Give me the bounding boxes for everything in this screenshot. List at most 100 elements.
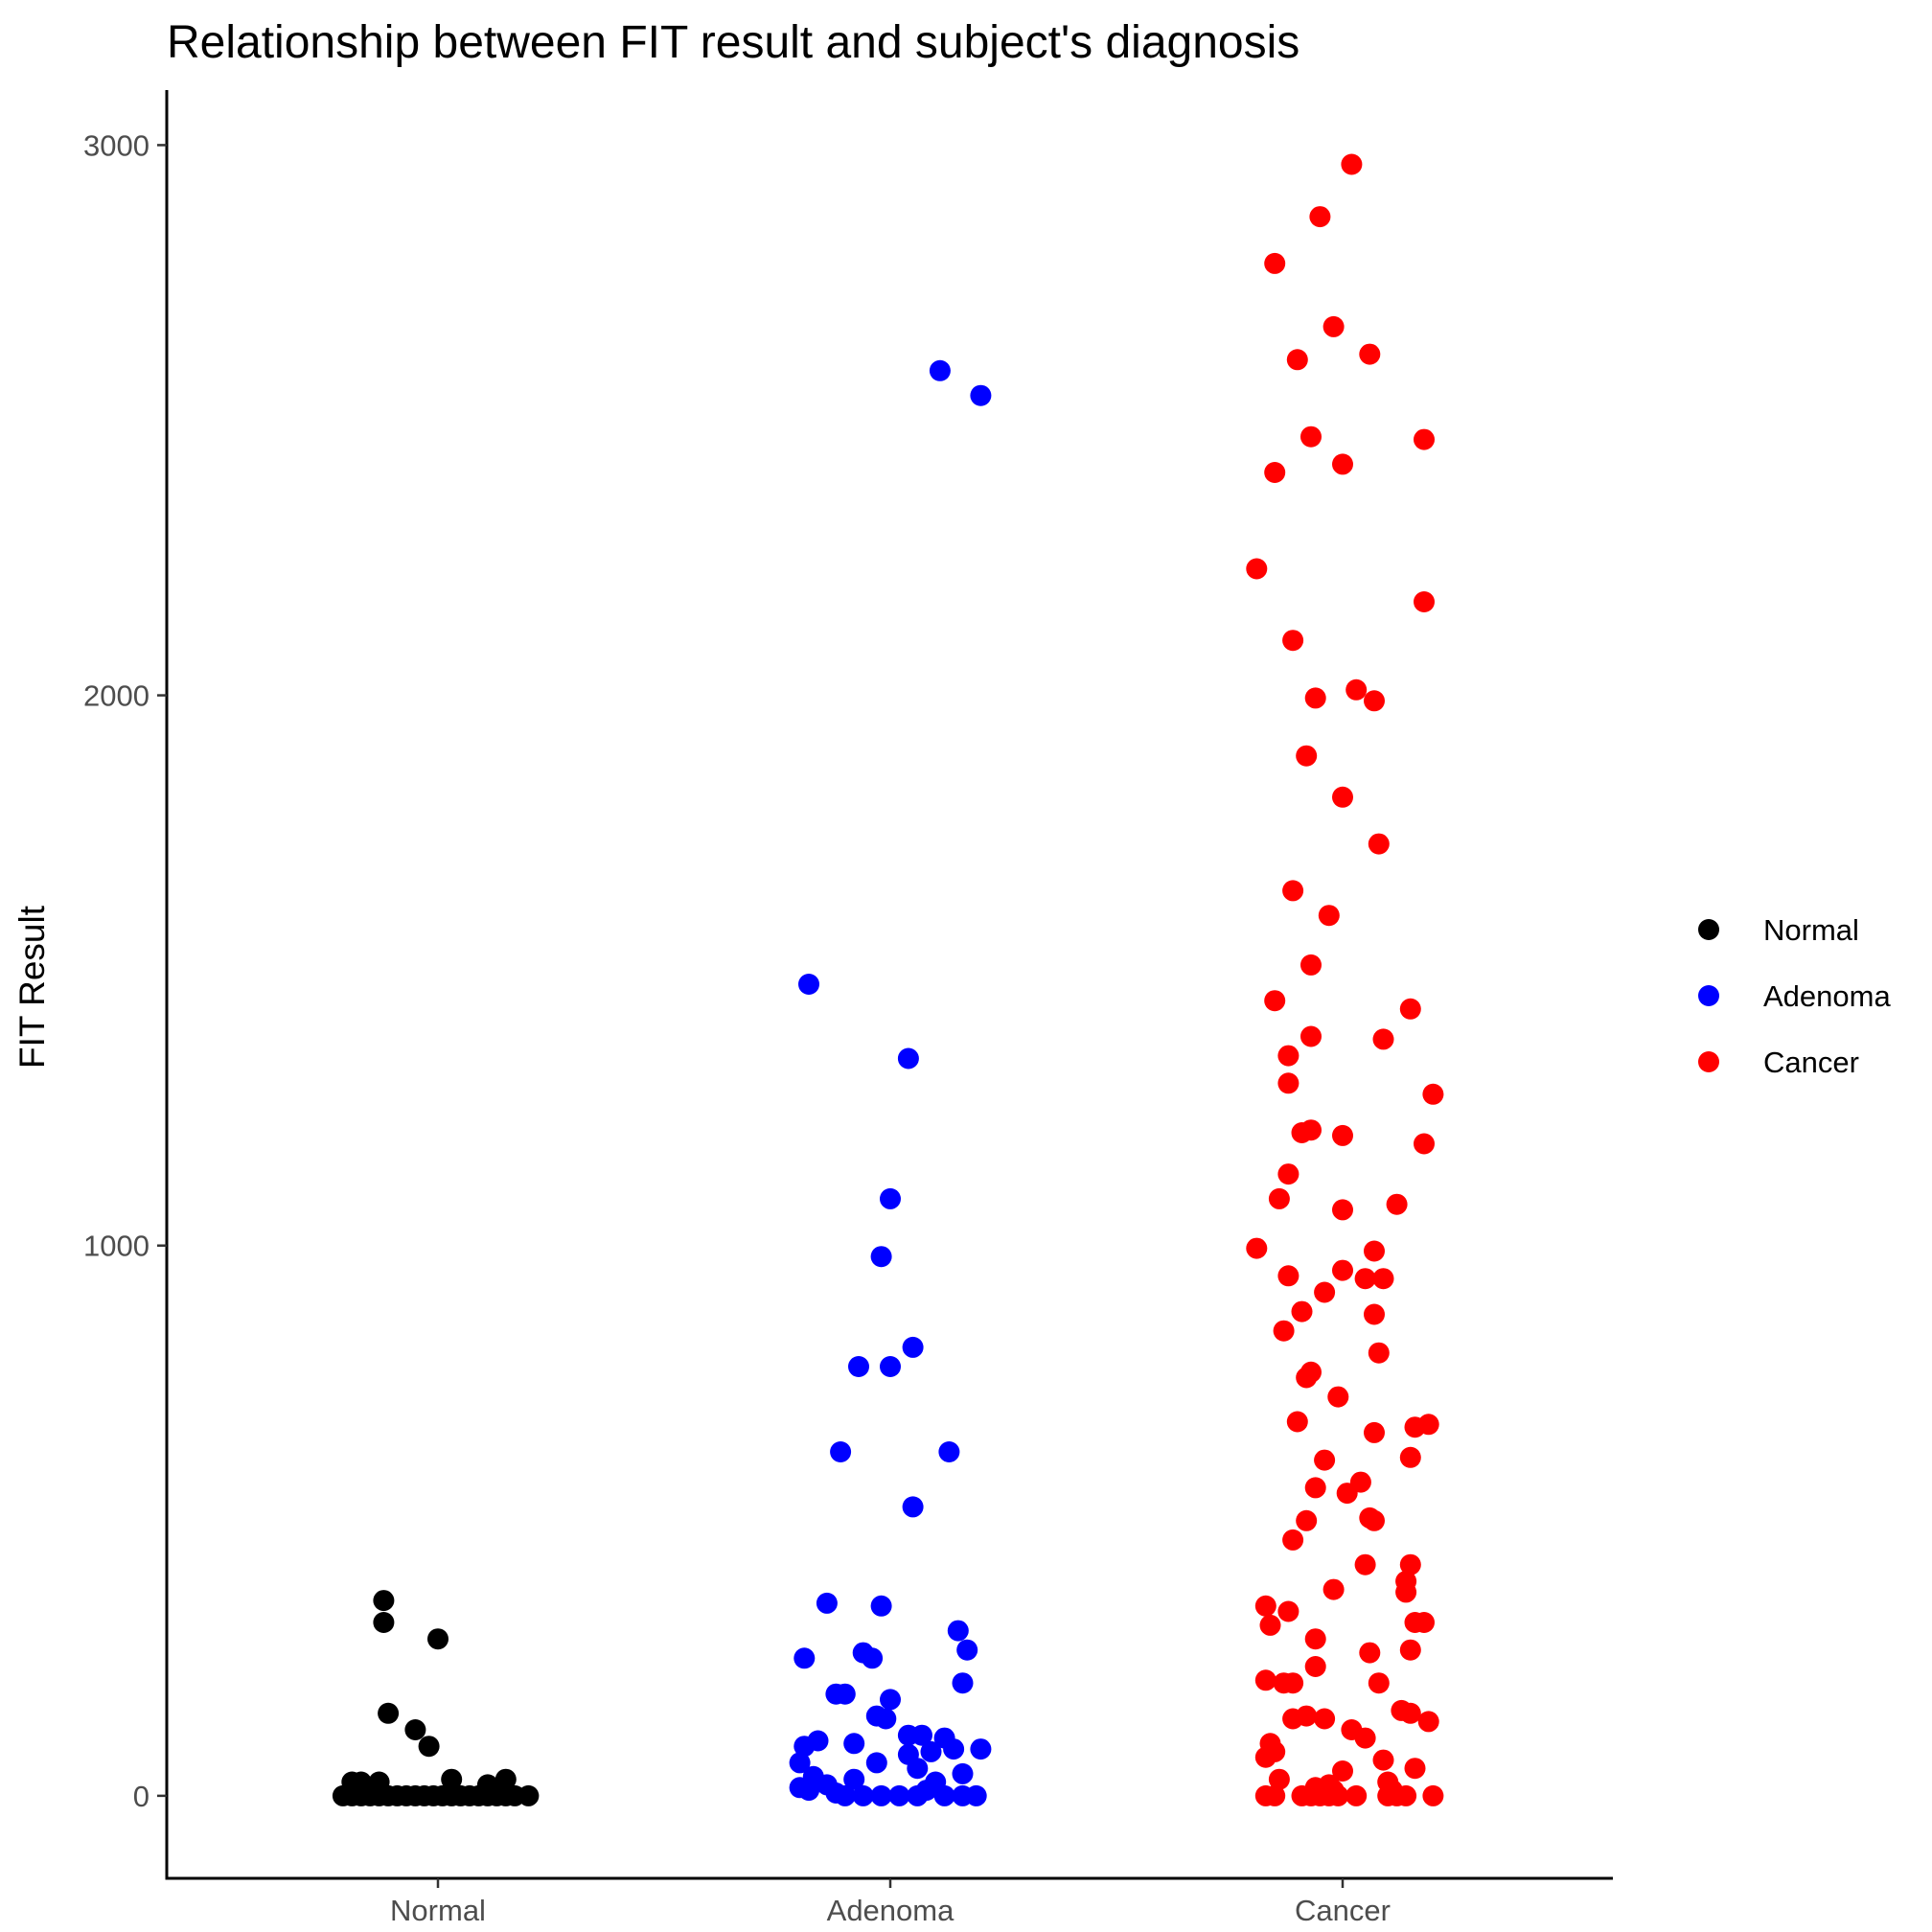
point-cancer <box>1395 1581 1417 1603</box>
point-cancer <box>1386 1193 1408 1215</box>
point-cancer <box>1368 1342 1390 1364</box>
point-adenoma <box>907 1758 929 1780</box>
point-cancer <box>1359 343 1381 365</box>
point-cancer <box>1264 990 1286 1012</box>
point-cancer <box>1399 998 1421 1020</box>
y-tick-label: 0 <box>133 1780 150 1813</box>
plot-title-group: Relationship between FIT result and subj… <box>167 17 1300 68</box>
legend-item-cancer: Cancer <box>1698 1046 1859 1079</box>
point-adenoma <box>834 1683 856 1705</box>
point-cancer <box>1291 1300 1313 1322</box>
point-cancer <box>1368 833 1390 855</box>
point-adenoma <box>852 1784 874 1806</box>
point-normal <box>373 1612 395 1633</box>
point-adenoma <box>816 1774 838 1796</box>
point-cancer <box>1399 1553 1421 1576</box>
y-axis-title: FIT Result <box>12 905 52 1069</box>
point-cancer <box>1399 1702 1421 1724</box>
point-cancer <box>1314 1708 1336 1730</box>
point-adenoma <box>865 1752 887 1774</box>
point-cancer <box>1354 1268 1376 1290</box>
point-cancer <box>1304 1477 1326 1499</box>
point-cancer <box>1332 453 1353 475</box>
point-cancer <box>1246 558 1268 580</box>
point-cancer <box>1314 1449 1336 1471</box>
point-cancer <box>1286 349 1308 371</box>
point-cancer <box>1300 1025 1322 1047</box>
point-cancer <box>1300 426 1322 448</box>
point-cancer <box>1277 1045 1300 1067</box>
point-cancer <box>1322 1578 1345 1600</box>
point-adenoma <box>816 1592 838 1614</box>
point-cancer <box>1372 1028 1394 1050</box>
point-cancer <box>1372 1749 1394 1771</box>
point-normal <box>418 1736 440 1758</box>
point-cancer <box>1264 1784 1286 1806</box>
point-cancer <box>1364 1421 1385 1443</box>
point-normal <box>427 1628 448 1650</box>
point-cancer <box>1399 1639 1421 1661</box>
point-normal <box>378 1702 400 1724</box>
point-cancer <box>1359 1642 1381 1664</box>
point-cancer <box>1417 1711 1439 1733</box>
point-adenoma <box>789 1752 811 1774</box>
x-tick-label: Cancer <box>1295 1894 1391 1927</box>
point-cancer <box>1309 206 1331 228</box>
point-adenoma <box>952 1672 974 1694</box>
point-cancer <box>1422 1784 1444 1806</box>
point-adenoma <box>798 974 819 995</box>
point-cancer <box>1354 1553 1376 1576</box>
point-adenoma <box>794 1647 816 1669</box>
point-cancer <box>1364 1303 1385 1325</box>
point-cancer <box>1314 1281 1336 1303</box>
point-adenoma <box>862 1647 884 1669</box>
legend-label: Adenoma <box>1763 979 1891 1013</box>
point-adenoma <box>938 1441 960 1462</box>
legend-marker <box>1698 1051 1719 1072</box>
legend-label: Normal <box>1763 913 1859 947</box>
point-cancer <box>1296 745 1318 767</box>
point-adenoma <box>794 1736 816 1758</box>
point-cancer <box>1346 678 1368 701</box>
point-cancer <box>1282 1529 1304 1551</box>
y-tick-label: 2000 <box>83 679 150 713</box>
point-normal <box>373 1590 395 1612</box>
y-tick-label: 3000 <box>83 128 150 162</box>
legend-label: Cancer <box>1763 1046 1859 1079</box>
point-adenoma <box>965 1784 987 1806</box>
legend-item-normal: Normal <box>1698 913 1859 947</box>
legend: Normal Adenoma Cancer <box>1698 913 1891 1079</box>
point-adenoma <box>902 1336 924 1358</box>
point-cancer <box>1341 153 1363 175</box>
point-cancer <box>1364 1509 1385 1531</box>
legend-marker <box>1698 985 1719 1006</box>
point-adenoma <box>888 1784 910 1806</box>
point-cancer <box>1404 1758 1426 1780</box>
point-cancer <box>1300 1361 1322 1383</box>
point-cancer <box>1254 1595 1276 1617</box>
point-adenoma <box>880 1689 901 1711</box>
point-cancer <box>1414 1612 1435 1633</box>
point-cancer <box>1304 1628 1326 1650</box>
point-cancer <box>1364 690 1385 712</box>
point-cancer <box>1277 1265 1300 1287</box>
point-adenoma <box>870 1246 892 1268</box>
point-normal <box>441 1768 463 1790</box>
point-cancer <box>1273 1320 1295 1342</box>
point-adenoma <box>880 1187 901 1209</box>
point-cancer <box>1422 1083 1444 1105</box>
point-adenoma <box>952 1762 974 1784</box>
point-cancer <box>1264 462 1286 483</box>
point-normal <box>404 1719 426 1740</box>
point-cancer <box>1296 1509 1318 1531</box>
point-adenoma <box>929 359 951 381</box>
chart-title: Relationship between FIT result and subj… <box>167 17 1300 68</box>
point-cancer <box>1282 880 1304 902</box>
point-cancer <box>1332 1199 1353 1221</box>
points-layer <box>332 153 1444 1806</box>
point-cancer <box>1286 1411 1308 1433</box>
point-cancer <box>1300 954 1322 976</box>
point-cancer <box>1332 786 1353 808</box>
point-adenoma <box>902 1496 924 1518</box>
